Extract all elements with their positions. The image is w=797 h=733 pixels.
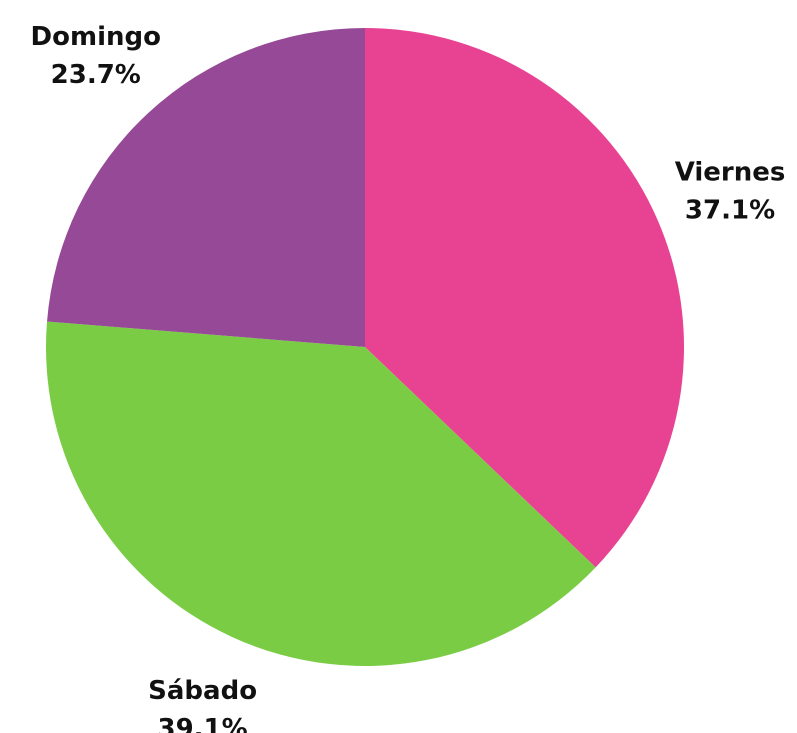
slice-value: 37.1% bbox=[685, 195, 775, 225]
pie-slice bbox=[45, 321, 596, 666]
slice-value: 39.1% bbox=[158, 714, 248, 733]
slice-label: Domingo bbox=[31, 22, 161, 52]
slice-value: 23.7% bbox=[51, 60, 141, 90]
pie-slice bbox=[47, 28, 366, 347]
pie-slice bbox=[365, 28, 684, 568]
slice-label: Viernes bbox=[675, 157, 786, 187]
slice-label: Sábado bbox=[148, 676, 257, 706]
